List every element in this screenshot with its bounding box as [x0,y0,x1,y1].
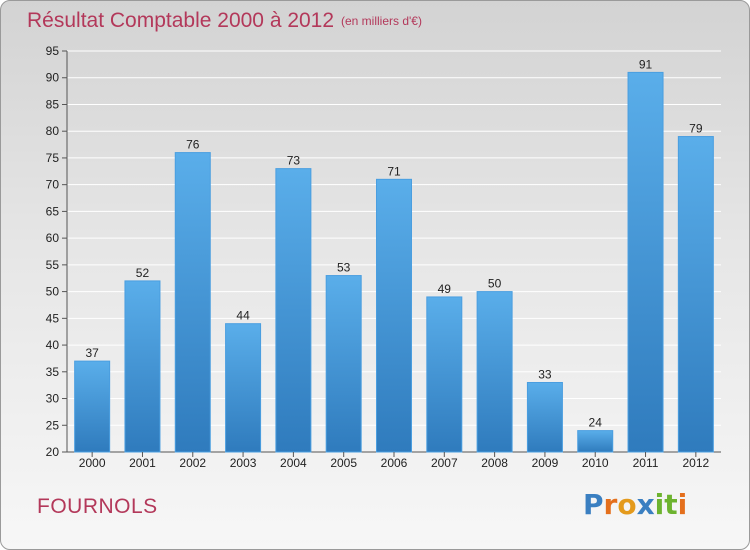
bar [526,381,563,453]
y-tick-label: 90 [46,71,60,85]
data-label: 33 [538,367,552,381]
bar [476,291,513,453]
y-tick-label: 95 [46,44,60,58]
bar [325,275,362,453]
y-tick-label: 50 [46,285,60,299]
bar [376,178,412,453]
x-tick-label: 2012 [682,456,709,470]
data-label: 76 [186,138,200,152]
y-tick-label: 25 [46,418,60,432]
y-tick-label: 45 [46,311,60,325]
data-label: 37 [85,346,99,360]
logo-letter: P [583,488,604,521]
data-label: 73 [287,154,301,168]
data-label: 79 [689,122,703,136]
y-tick-label: 75 [46,151,60,165]
y-tick-label: 30 [46,392,60,406]
logo-letter: x [636,488,655,521]
proxiti-logo[interactable]: Proxiti [583,488,687,521]
bar [225,323,262,453]
data-label: 71 [387,164,401,178]
bar [124,280,161,453]
bar [174,152,211,453]
y-tick-label: 60 [46,231,60,245]
commune-name: FOURNOLS [37,495,158,518]
y-tick-label: 40 [46,338,60,352]
y-tick-label: 85 [46,97,60,111]
x-tick-label: 2001 [129,456,156,470]
x-tick-label: 2000 [79,456,106,470]
x-tick-label: 2011 [633,456,659,470]
y-tick-label: 55 [46,258,60,272]
data-label: 53 [337,261,351,275]
data-label: 52 [136,266,150,280]
logo-letter: i [654,488,665,521]
data-label: 50 [488,277,502,291]
bar [74,360,111,453]
data-label: 49 [438,282,452,296]
logo-letter: o [617,488,637,521]
bar [677,136,714,453]
data-label: 24 [589,416,603,430]
data-label: 44 [236,309,250,323]
x-tick-label: 2010 [582,456,609,470]
x-tick-label: 2007 [431,456,458,470]
y-tick-label: 35 [46,365,60,379]
chart-subtitle: (en milliers d'€) [341,14,422,28]
y-tick-label: 80 [46,124,60,138]
y-tick-label: 65 [46,204,60,218]
bar [627,71,664,453]
logo-letter: i [677,488,688,521]
logo-letter: r [603,488,618,521]
x-tick-label: 2008 [481,456,508,470]
y-tick-label: 70 [46,178,60,192]
bar [577,430,614,453]
bar [275,168,312,453]
x-tick-label: 2004 [280,456,307,470]
x-tick-label: 2003 [230,456,257,470]
x-tick-label: 2006 [381,456,408,470]
chart-title: Résultat Comptable 2000 à 2012 [27,9,335,32]
x-tick-label: 2005 [330,456,357,470]
x-tick-label: 2002 [179,456,206,470]
y-tick-label: 20 [46,445,60,459]
logo-letter: t [664,488,678,521]
bar [426,296,463,453]
x-tick-label: 2009 [532,456,559,470]
data-label: 91 [639,57,653,71]
